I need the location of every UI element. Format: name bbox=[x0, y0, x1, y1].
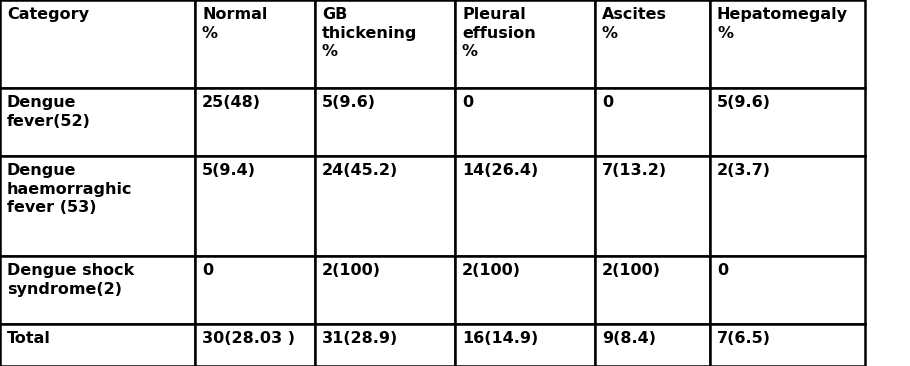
Text: 25(48): 25(48) bbox=[202, 95, 261, 110]
Text: Normal
%: Normal % bbox=[202, 7, 268, 41]
Bar bbox=[315, 324, 455, 366]
Bar bbox=[0, 256, 195, 324]
Bar bbox=[595, 0, 710, 88]
Text: 2(3.7): 2(3.7) bbox=[717, 163, 771, 178]
Text: Ascites
%: Ascites % bbox=[602, 7, 667, 41]
Bar bbox=[455, 256, 595, 324]
Text: 31(28.9): 31(28.9) bbox=[322, 331, 399, 346]
Text: 16(14.9): 16(14.9) bbox=[462, 331, 538, 346]
Text: Dengue
fever(52): Dengue fever(52) bbox=[7, 95, 91, 128]
Bar bbox=[710, 0, 865, 88]
Bar bbox=[455, 88, 595, 156]
Bar bbox=[315, 156, 455, 256]
Text: Dengue shock
syndrome(2): Dengue shock syndrome(2) bbox=[7, 263, 135, 296]
Text: 14(26.4): 14(26.4) bbox=[462, 163, 538, 178]
Text: Total: Total bbox=[7, 331, 51, 346]
Text: 2(100): 2(100) bbox=[602, 263, 661, 278]
Bar bbox=[0, 156, 195, 256]
Bar bbox=[0, 88, 195, 156]
Bar bbox=[455, 0, 595, 88]
Bar bbox=[595, 256, 710, 324]
Bar bbox=[455, 324, 595, 366]
Text: GB
thickening
%: GB thickening % bbox=[322, 7, 418, 59]
Bar bbox=[710, 88, 865, 156]
Text: 0: 0 bbox=[602, 95, 613, 110]
Text: 9(8.4): 9(8.4) bbox=[602, 331, 656, 346]
Bar bbox=[315, 88, 455, 156]
Text: 7(13.2): 7(13.2) bbox=[602, 163, 667, 178]
Bar bbox=[195, 324, 315, 366]
Text: Pleural
effusion
%: Pleural effusion % bbox=[462, 7, 536, 59]
Bar bbox=[710, 256, 865, 324]
Text: Hepatomegaly
%: Hepatomegaly % bbox=[717, 7, 848, 41]
Bar bbox=[315, 0, 455, 88]
Bar bbox=[710, 156, 865, 256]
Bar bbox=[0, 0, 195, 88]
Text: 24(45.2): 24(45.2) bbox=[322, 163, 399, 178]
Bar bbox=[455, 156, 595, 256]
Text: Category: Category bbox=[7, 7, 89, 22]
Bar bbox=[595, 156, 710, 256]
Bar bbox=[195, 0, 315, 88]
Text: 5(9.4): 5(9.4) bbox=[202, 163, 256, 178]
Bar bbox=[195, 156, 315, 256]
Text: 30(28.03 ): 30(28.03 ) bbox=[202, 331, 295, 346]
Bar bbox=[0, 324, 195, 366]
Text: 0: 0 bbox=[717, 263, 728, 278]
Bar bbox=[195, 256, 315, 324]
Text: 5(9.6): 5(9.6) bbox=[717, 95, 771, 110]
Bar bbox=[595, 88, 710, 156]
Text: 0: 0 bbox=[202, 263, 213, 278]
Bar bbox=[195, 88, 315, 156]
Text: 2(100): 2(100) bbox=[322, 263, 381, 278]
Text: 0: 0 bbox=[462, 95, 473, 110]
Text: 2(100): 2(100) bbox=[462, 263, 521, 278]
Bar bbox=[710, 324, 865, 366]
Text: 7(6.5): 7(6.5) bbox=[717, 331, 771, 346]
Text: 5(9.6): 5(9.6) bbox=[322, 95, 376, 110]
Bar bbox=[315, 256, 455, 324]
Bar bbox=[595, 324, 710, 366]
Text: Dengue
haemorraghic
fever (53): Dengue haemorraghic fever (53) bbox=[7, 163, 133, 215]
